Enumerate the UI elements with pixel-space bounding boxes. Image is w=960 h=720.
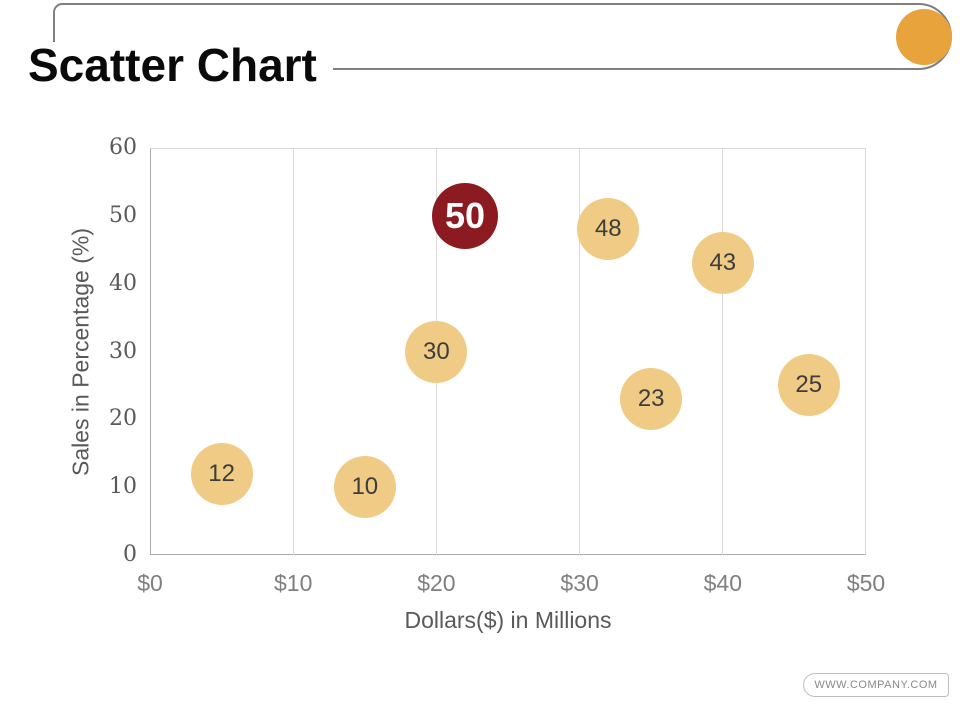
y-tick-label-20: 20 — [109, 406, 137, 432]
footer-badge[interactable]: WWW.COMPANY.COM — [803, 673, 949, 697]
bubble-23[interactable]: 23 — [620, 367, 683, 430]
y-tick-label-60: 60 — [109, 135, 137, 160]
x-tick-label-10: $10 — [274, 570, 313, 596]
y-tick-label-50: 50 — [109, 202, 137, 228]
page-title: Scatter Chart — [28, 41, 333, 89]
bubble-25[interactable]: 25 — [777, 354, 840, 417]
accent-dot-icon — [896, 9, 952, 65]
gridline-x-40 — [722, 148, 724, 555]
y-tick-label-30: 30 — [109, 338, 137, 364]
x-tick-label-40: $40 — [703, 570, 742, 596]
bubble-30[interactable]: 30 — [405, 320, 468, 383]
bubble-10[interactable]: 10 — [333, 456, 396, 519]
footer-url: WWW.COMPANY.COM — [814, 679, 938, 691]
y-axis-title: Sales in Percentage (%) — [67, 227, 93, 476]
bubble-12[interactable]: 12 — [190, 442, 253, 505]
y-tick-label-0: 0 — [123, 542, 137, 567]
x-tick-label-50: $50 — [846, 570, 886, 596]
bubble-50[interactable]: 50 — [432, 182, 499, 249]
x-tick-label-20: $20 — [417, 570, 456, 596]
x-tick-label-30: $30 — [560, 570, 599, 596]
x-axis-title: Dollars($) in Millions — [404, 607, 612, 633]
x-tick-label-0: $0 — [137, 570, 163, 596]
plot-area — [150, 148, 866, 555]
y-tick-label-40: 40 — [109, 270, 137, 296]
bubble-43[interactable]: 43 — [691, 232, 754, 295]
bubble-48[interactable]: 48 — [577, 198, 640, 261]
gridline-x-30 — [579, 148, 581, 555]
y-tick-label-10: 10 — [109, 474, 137, 500]
gridline-x-10 — [292, 148, 294, 555]
